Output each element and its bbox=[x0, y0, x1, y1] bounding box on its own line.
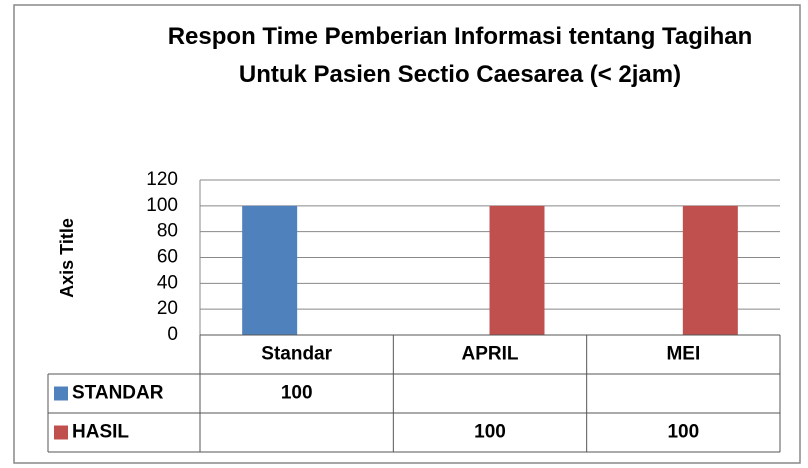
bar bbox=[682, 205, 738, 335]
legend-label: HASIL bbox=[72, 422, 129, 443]
y-tick-label: 60 bbox=[157, 247, 178, 268]
legend-label: STANDAR bbox=[72, 383, 164, 404]
x-tick-label: APRIL bbox=[462, 344, 519, 365]
chart-border bbox=[13, 4, 801, 464]
x-tick-label: MEI bbox=[666, 344, 700, 365]
y-tick-label: 100 bbox=[146, 195, 178, 216]
table-value: 100 bbox=[474, 422, 506, 443]
legend-key bbox=[54, 425, 68, 440]
x-tick-label: Standar bbox=[261, 344, 332, 365]
y-tick-label: 40 bbox=[157, 272, 178, 293]
bar bbox=[489, 205, 545, 335]
bar bbox=[242, 205, 298, 335]
y-tick-label: 0 bbox=[167, 324, 178, 345]
y-tick-label: 20 bbox=[157, 298, 178, 319]
legend-key bbox=[54, 386, 68, 401]
table-value: 100 bbox=[667, 422, 699, 443]
chart-title: Respon Time Pemberian Informasi tentang … bbox=[167, 23, 753, 88]
y-tick-label: 80 bbox=[157, 221, 178, 242]
y-tick-label: 120 bbox=[146, 169, 178, 190]
y-axis-title: Axis Title bbox=[57, 218, 77, 298]
table-value: 100 bbox=[281, 383, 313, 404]
